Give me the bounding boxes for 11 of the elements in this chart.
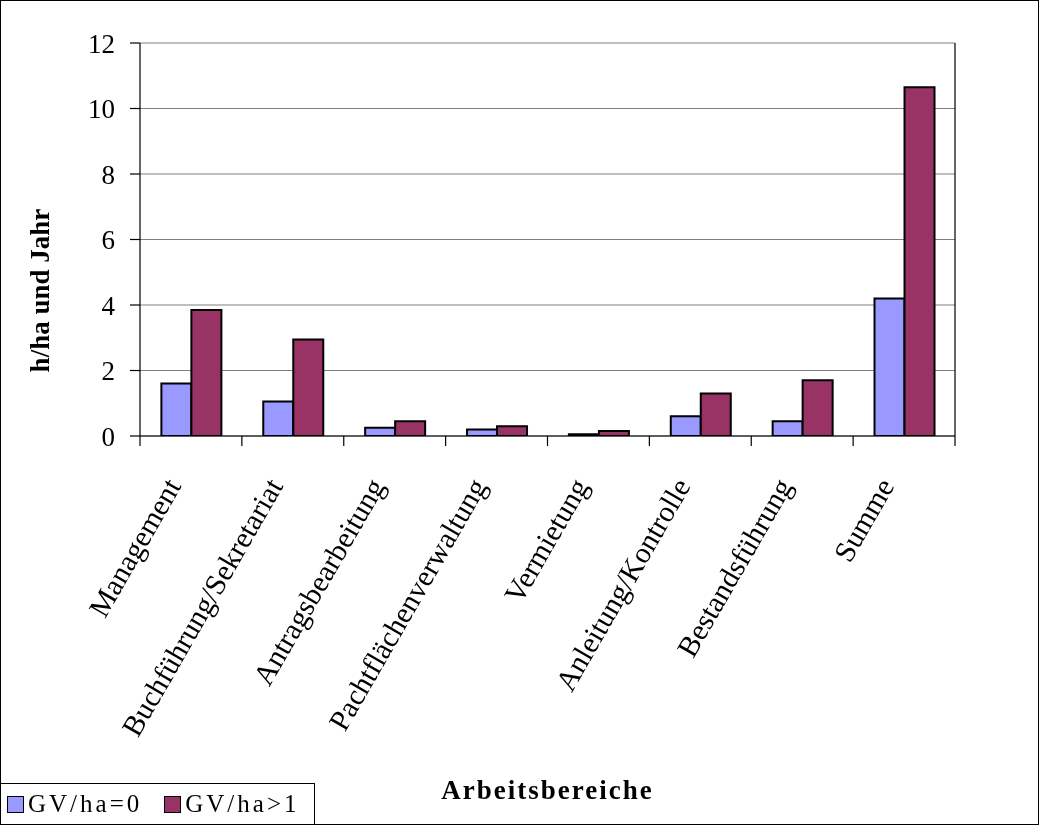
y-tick-label: 6 xyxy=(101,225,115,256)
y-tick-label: 0 xyxy=(101,421,115,452)
y-tick-label: 10 xyxy=(88,94,115,125)
legend-label: GV/ha>1 xyxy=(185,790,300,818)
y-tick-label: 4 xyxy=(101,290,116,321)
x-axis-title: Arbeitsbereiche xyxy=(441,775,654,805)
y-tick-label: 8 xyxy=(101,159,115,190)
y-axis-title: h/ha und Jahr xyxy=(25,208,55,373)
y-tick-label: 2 xyxy=(101,356,115,387)
legend-label: GV/ha=0 xyxy=(28,790,143,818)
y-tick-label: 12 xyxy=(88,28,115,59)
